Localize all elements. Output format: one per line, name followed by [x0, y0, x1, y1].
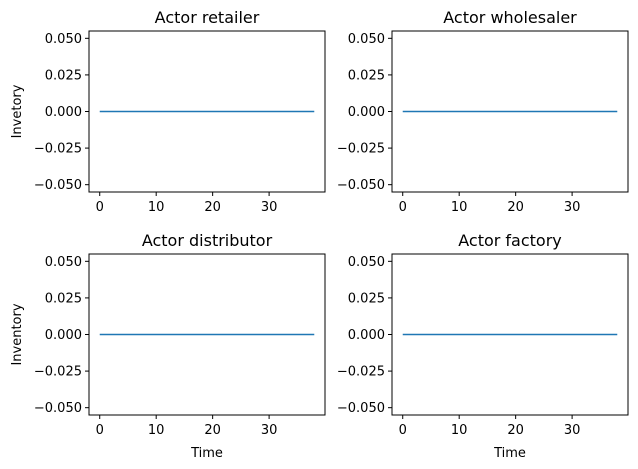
y-tick-label: 0.025: [45, 291, 82, 306]
y-tick-label: −0.050: [34, 401, 82, 416]
x-tick-label: 10: [148, 423, 165, 438]
subplot-1: 0 10 20 30 0.050 0.025 0.000 −0.025 −0.050 Actor …: [10, 8, 326, 215]
x-tick-label: 0: [399, 423, 407, 438]
subplot-title: Actor distributor: [142, 231, 273, 250]
y-tick-label: −0.025: [337, 142, 385, 157]
subplot-4: 0 10 20 30 0.050 0.025 0.000 −0.025 −0.050 Actor …: [337, 231, 629, 461]
y-tick-label: −0.025: [34, 142, 82, 157]
x-tick-label: 30: [564, 423, 581, 438]
y-axis-label: Invetory: [10, 84, 25, 138]
y-tick-label: 0.025: [348, 68, 385, 83]
x-tick-label: 10: [451, 200, 468, 215]
y-tick-label: 0.025: [45, 68, 82, 83]
y-tick-label: −0.025: [34, 365, 82, 380]
y-axis-label: Inventory: [10, 303, 25, 365]
x-tick-label: 0: [399, 200, 407, 215]
y-tick-label: −0.025: [337, 365, 385, 380]
subplot-title: Actor retailer: [155, 8, 260, 27]
y-tick-label: 0.050: [45, 32, 82, 47]
x-tick-label: 20: [507, 423, 524, 438]
x-axis-label: Time: [190, 446, 223, 461]
x-tick-label: 30: [564, 200, 581, 215]
y-tick-label: 0.000: [45, 105, 82, 120]
subplot-title: Actor wholesaler: [443, 8, 577, 27]
subplot-3: 0 10 20 30 0.050 0.025 0.000 −0.025 −0.050 Actor …: [10, 231, 326, 461]
x-tick-label: 30: [261, 200, 278, 215]
y-tick-label: 0.000: [348, 328, 385, 343]
subplot-2: 0 10 20 30 0.050 0.025 0.000 −0.025 −0.050 Actor …: [337, 8, 629, 215]
x-tick-label: 0: [96, 200, 104, 215]
x-tick-label: 20: [204, 423, 221, 438]
y-tick-label: −0.050: [337, 401, 385, 416]
y-tick-label: 0.050: [348, 32, 385, 47]
x-tick-label: 20: [204, 200, 221, 215]
subplot-title: Actor factory: [458, 231, 562, 250]
y-tick-label: 0.050: [348, 255, 385, 270]
x-axis-label: Time: [493, 446, 526, 461]
y-tick-label: 0.000: [348, 105, 385, 120]
y-tick-label: −0.050: [34, 178, 82, 193]
x-tick-label: 20: [507, 200, 524, 215]
x-tick-label: 0: [96, 423, 104, 438]
x-tick-label: 10: [148, 200, 165, 215]
y-tick-label: −0.050: [337, 178, 385, 193]
x-tick-label: 10: [451, 423, 468, 438]
x-tick-label: 30: [261, 423, 278, 438]
y-tick-label: 0.050: [45, 255, 82, 270]
y-tick-label: 0.000: [45, 328, 82, 343]
y-tick-label: 0.025: [348, 291, 385, 306]
